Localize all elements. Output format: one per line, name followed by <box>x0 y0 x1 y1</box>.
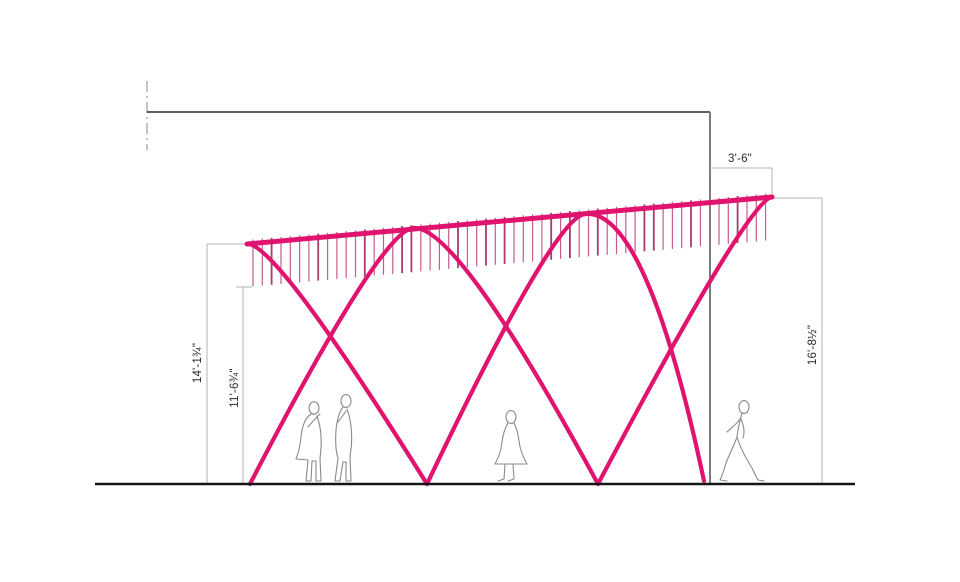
dim-text-canopy-left: 14'-1¾" <box>192 343 204 383</box>
figure-arm <box>337 410 347 423</box>
figure-body <box>334 406 353 482</box>
dim-text-hatch-bottom: 11'-6¾" <box>229 368 241 407</box>
canopy-edge-line <box>244 194 775 247</box>
canopy-hatching <box>252 193 767 287</box>
figure-body <box>736 412 743 438</box>
figure-head <box>340 394 352 408</box>
dim-text-overhang: 3'-6" <box>728 153 752 165</box>
canopy-structure <box>244 194 775 487</box>
figure-arms <box>726 418 745 439</box>
figure-arm <box>307 413 321 428</box>
arch-a-left-leg <box>247 225 416 487</box>
arch-a-right-leg <box>410 225 601 487</box>
figure-legs <box>719 436 765 482</box>
figure-body <box>295 413 322 482</box>
building-outline <box>147 111 711 484</box>
figure-head <box>308 401 320 415</box>
dim-text-canopy-right: 16'-8½" <box>807 325 819 365</box>
figure-head <box>738 400 750 414</box>
leg-left-tip <box>244 241 430 487</box>
scale-figure-woman <box>494 410 528 482</box>
figure-legs <box>497 463 515 482</box>
scale-figure-pair <box>295 394 353 482</box>
figure-body <box>494 422 528 465</box>
scale-figures <box>295 394 765 482</box>
arch-b-right-leg <box>582 211 707 484</box>
leg-right-tip <box>595 194 775 487</box>
arch-b-left-leg <box>424 211 588 487</box>
dimension-lines <box>206 167 823 484</box>
figure-head <box>505 410 517 424</box>
scale-figure-walker <box>719 400 765 482</box>
